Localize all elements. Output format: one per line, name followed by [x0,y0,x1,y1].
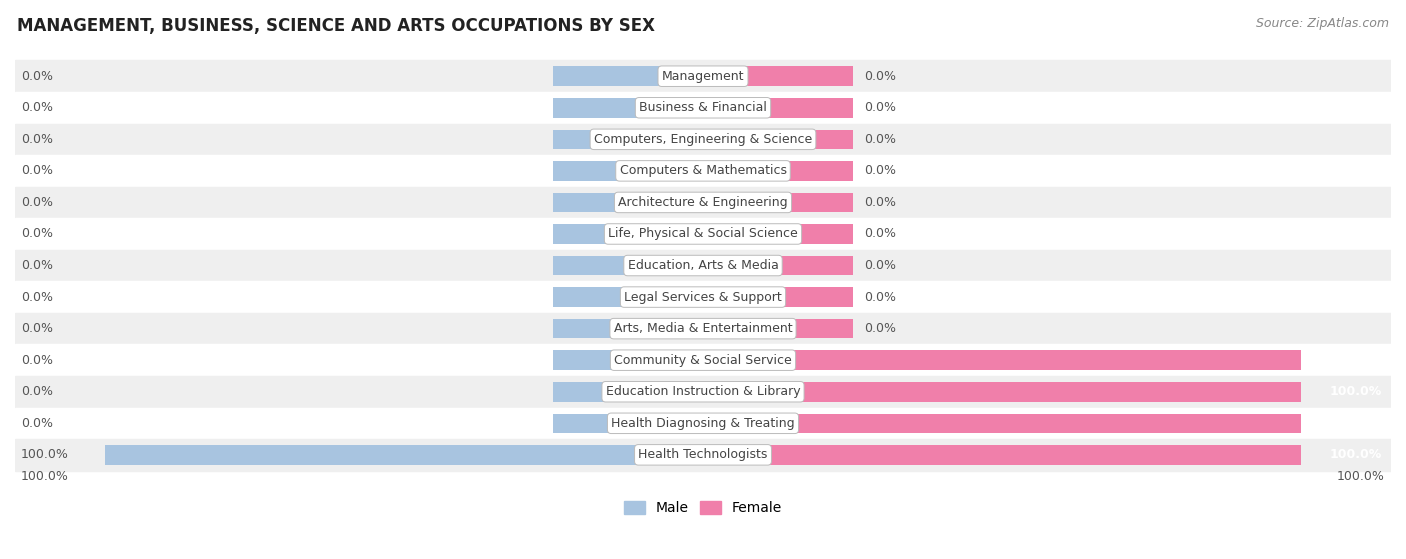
Bar [703,67,852,86]
Text: 100.0%: 100.0% [1330,417,1382,430]
Text: 0.0%: 0.0% [21,196,53,209]
Bar [15,218,1391,250]
Bar [703,414,1302,433]
Bar [703,382,1302,401]
Text: Arts, Media & Entertainment: Arts, Media & Entertainment [613,322,793,335]
Text: 100.0%: 100.0% [21,448,69,461]
Text: Architecture & Engineering: Architecture & Engineering [619,196,787,209]
Text: 0.0%: 0.0% [21,385,53,398]
Bar [554,130,703,149]
Text: Computers, Engineering & Science: Computers, Engineering & Science [593,133,813,146]
Bar [15,155,1391,187]
Bar [703,319,852,338]
Bar [703,256,852,276]
Bar [554,382,703,401]
Text: 0.0%: 0.0% [21,291,53,304]
Text: 0.0%: 0.0% [21,417,53,430]
Bar [15,187,1391,218]
Bar [15,439,1391,471]
Text: Education, Arts & Media: Education, Arts & Media [627,259,779,272]
Legend: Male, Female: Male, Female [619,496,787,521]
Text: 0.0%: 0.0% [21,133,53,146]
Text: MANAGEMENT, BUSINESS, SCIENCE AND ARTS OCCUPATIONS BY SEX: MANAGEMENT, BUSINESS, SCIENCE AND ARTS O… [17,17,655,35]
Bar [703,445,1302,465]
Bar [554,161,703,181]
Text: Source: ZipAtlas.com: Source: ZipAtlas.com [1256,17,1389,30]
Text: 0.0%: 0.0% [865,291,897,304]
Bar [104,445,703,465]
Bar [554,256,703,276]
Text: 0.0%: 0.0% [865,164,897,177]
Text: Education Instruction & Library: Education Instruction & Library [606,385,800,398]
Bar [15,376,1391,408]
Bar [703,161,852,181]
Bar [554,224,703,244]
Bar [15,408,1391,439]
Bar [554,350,703,370]
Text: 0.0%: 0.0% [21,101,53,114]
Bar [554,67,703,86]
Text: Management: Management [662,70,744,83]
Text: 100.0%: 100.0% [21,470,69,483]
Text: 0.0%: 0.0% [21,354,53,367]
Bar [15,281,1391,313]
Bar [703,130,852,149]
Text: 0.0%: 0.0% [21,322,53,335]
Bar [554,319,703,338]
Text: 0.0%: 0.0% [865,101,897,114]
Bar [554,193,703,212]
Bar [703,193,852,212]
Text: 0.0%: 0.0% [865,259,897,272]
Text: 100.0%: 100.0% [1330,354,1382,367]
Text: 0.0%: 0.0% [21,164,53,177]
Bar [15,344,1391,376]
Text: 100.0%: 100.0% [1337,470,1385,483]
Bar [15,124,1391,155]
Text: 0.0%: 0.0% [21,259,53,272]
Bar [554,98,703,117]
Text: Community & Social Service: Community & Social Service [614,354,792,367]
Text: Computers & Mathematics: Computers & Mathematics [620,164,786,177]
Bar [703,224,852,244]
Text: 0.0%: 0.0% [21,228,53,240]
Bar [15,92,1391,124]
Text: 100.0%: 100.0% [1330,448,1382,461]
Text: 0.0%: 0.0% [21,70,53,83]
Text: 0.0%: 0.0% [865,133,897,146]
Bar [15,250,1391,281]
Bar [554,287,703,307]
Bar [554,414,703,433]
Text: 0.0%: 0.0% [865,70,897,83]
Bar [703,287,852,307]
Text: 100.0%: 100.0% [1330,385,1382,398]
Bar [703,98,852,117]
Bar [15,313,1391,344]
Text: Health Technologists: Health Technologists [638,448,768,461]
Text: Business & Financial: Business & Financial [640,101,766,114]
Bar [703,350,1302,370]
Bar [15,60,1391,92]
Text: Legal Services & Support: Legal Services & Support [624,291,782,304]
Text: Life, Physical & Social Science: Life, Physical & Social Science [609,228,797,240]
Text: 0.0%: 0.0% [865,322,897,335]
Text: Health Diagnosing & Treating: Health Diagnosing & Treating [612,417,794,430]
Text: 0.0%: 0.0% [865,228,897,240]
Text: 0.0%: 0.0% [865,196,897,209]
